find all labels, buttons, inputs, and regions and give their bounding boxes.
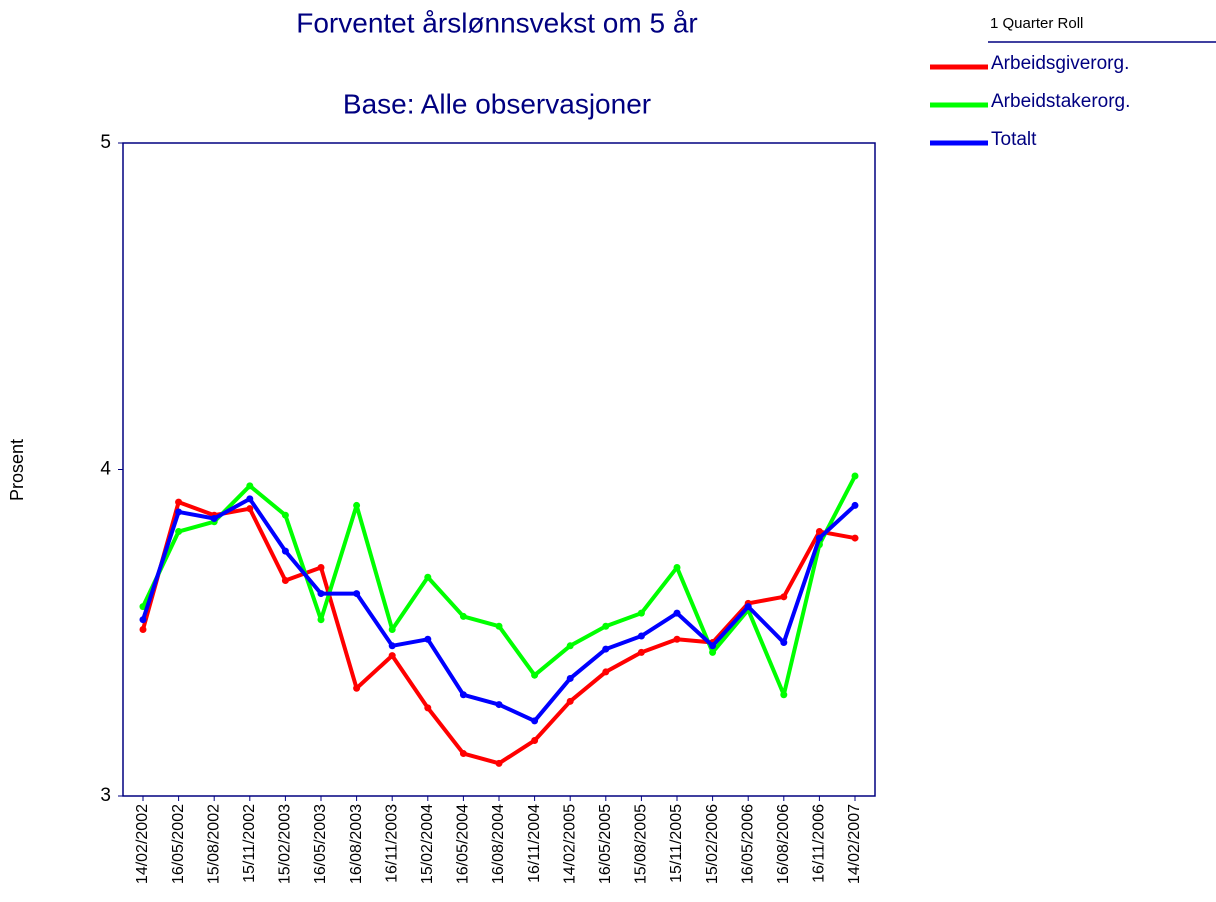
- series-point: [531, 717, 539, 725]
- y-tick-label: 4: [100, 459, 111, 480]
- series-point: [673, 563, 681, 571]
- x-tick-label: 16/05/2002: [170, 804, 187, 884]
- series-point: [175, 508, 183, 516]
- chart-title: Forventet årslønnsvekst om 5 år: [296, 7, 697, 38]
- series-point: [531, 736, 539, 744]
- series-point: [602, 645, 610, 653]
- x-tick-label: 16/08/2004: [490, 804, 507, 884]
- series-point: [815, 528, 823, 536]
- series-point: [566, 642, 574, 650]
- chart-subtitle: Base: Alle observasjoner: [343, 88, 651, 119]
- x-tick-label: 15/11/2005: [668, 804, 685, 883]
- series-point: [780, 691, 788, 699]
- series-point: [424, 704, 432, 712]
- series-point: [780, 639, 788, 647]
- x-tick-label: 14/02/2002: [134, 804, 151, 884]
- x-tick-label: 16/05/2006: [739, 804, 756, 884]
- series-point: [637, 648, 645, 656]
- series-point: [388, 642, 396, 650]
- x-tick-label: 14/02/2007: [846, 804, 863, 884]
- series-point: [709, 648, 717, 656]
- series-point: [459, 750, 467, 758]
- series-point: [459, 691, 467, 699]
- series-point: [139, 625, 147, 633]
- series-line: [141, 500, 856, 766]
- series-point: [780, 593, 788, 601]
- series-point: [673, 609, 681, 617]
- series-point: [637, 632, 645, 640]
- series-point: [602, 622, 610, 630]
- x-tick-label: 16/11/2006: [811, 804, 828, 883]
- series-point: [353, 501, 361, 509]
- series-point: [637, 609, 645, 617]
- series-point: [744, 603, 752, 611]
- x-tick-label: 15/11/2002: [241, 804, 258, 883]
- x-tick-label: 16/08/2006: [775, 804, 792, 884]
- series-point: [281, 511, 289, 519]
- x-tick-label: 16/11/2004: [526, 804, 543, 883]
- series-point: [815, 534, 823, 542]
- series-point: [459, 612, 467, 620]
- series-point: [673, 635, 681, 643]
- y-tick-label: 5: [100, 132, 111, 153]
- x-tick-label: 15/02/2003: [277, 804, 294, 884]
- x-tick-label: 16/08/2003: [348, 804, 365, 884]
- x-tick-label: 16/11/2003: [383, 804, 400, 883]
- series-point: [388, 625, 396, 633]
- legend-label: Arbeidsgiverorg.: [991, 53, 1129, 74]
- series-point: [353, 590, 361, 598]
- series-point: [495, 759, 503, 767]
- series-point: [281, 547, 289, 555]
- series-point: [495, 701, 503, 709]
- series-point: [246, 505, 254, 513]
- series-point: [495, 622, 503, 630]
- legend-title: 1 Quarter Roll: [990, 15, 1083, 32]
- series-point: [246, 482, 254, 490]
- series-point: [566, 674, 574, 682]
- series-point: [139, 616, 147, 624]
- series-point: [175, 498, 183, 506]
- x-tick-label: 16/05/2005: [597, 804, 614, 884]
- series-point: [851, 501, 859, 509]
- plot-frame: [122, 142, 876, 797]
- y-axis-label: Prosent: [7, 439, 27, 501]
- series-point: [281, 577, 289, 585]
- series-point: [210, 514, 218, 522]
- series-point: [353, 684, 361, 692]
- legend-label: Totalt: [991, 129, 1037, 150]
- series-point: [424, 635, 432, 643]
- series-point: [531, 671, 539, 679]
- y-tick-label: 3: [100, 785, 111, 806]
- series-point: [566, 697, 574, 705]
- series-point: [709, 642, 717, 650]
- series-point: [851, 534, 859, 542]
- x-tick-label: 15/08/2005: [633, 804, 650, 884]
- series-point: [175, 528, 183, 536]
- x-tick-label: 15/02/2004: [419, 804, 436, 884]
- x-tick-label: 14/02/2005: [561, 804, 578, 884]
- series-point: [602, 668, 610, 676]
- x-tick-label: 16/05/2004: [455, 804, 472, 884]
- x-tick-label: 15/02/2006: [704, 804, 721, 884]
- x-tick-label: 15/08/2002: [205, 804, 222, 884]
- x-tick-label: 16/05/2003: [312, 804, 329, 884]
- series-point: [388, 652, 396, 660]
- legend-label: Arbeidstakerorg.: [991, 91, 1130, 112]
- series-point: [246, 495, 254, 503]
- series-point: [851, 472, 859, 480]
- series-point: [317, 563, 325, 571]
- series-point: [317, 616, 325, 624]
- series-point: [424, 573, 432, 581]
- series-point: [317, 590, 325, 598]
